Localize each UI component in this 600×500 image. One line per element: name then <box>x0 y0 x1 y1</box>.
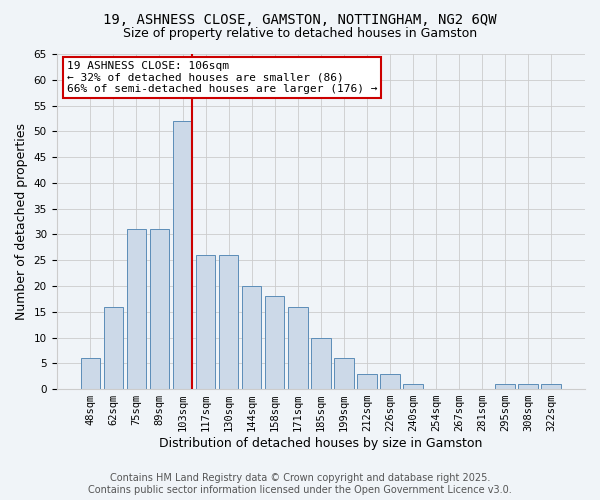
Bar <box>541 384 561 389</box>
Bar <box>288 306 308 389</box>
Text: Size of property relative to detached houses in Gamston: Size of property relative to detached ho… <box>123 26 477 40</box>
Bar <box>403 384 423 389</box>
Bar <box>104 306 123 389</box>
Bar <box>242 286 262 389</box>
Bar <box>518 384 538 389</box>
X-axis label: Distribution of detached houses by size in Gamston: Distribution of detached houses by size … <box>159 437 482 450</box>
Bar <box>357 374 377 389</box>
Bar <box>265 296 284 389</box>
Text: 19 ASHNESS CLOSE: 106sqm
← 32% of detached houses are smaller (86)
66% of semi-d: 19 ASHNESS CLOSE: 106sqm ← 32% of detach… <box>67 60 377 94</box>
Text: 19, ASHNESS CLOSE, GAMSTON, NOTTINGHAM, NG2 6QW: 19, ASHNESS CLOSE, GAMSTON, NOTTINGHAM, … <box>103 12 497 26</box>
Bar <box>311 338 331 389</box>
Bar <box>380 374 400 389</box>
Bar <box>196 255 215 389</box>
Bar <box>496 384 515 389</box>
Bar <box>149 230 169 389</box>
Y-axis label: Number of detached properties: Number of detached properties <box>15 123 28 320</box>
Bar <box>334 358 353 389</box>
Text: Contains HM Land Registry data © Crown copyright and database right 2025.
Contai: Contains HM Land Registry data © Crown c… <box>88 474 512 495</box>
Bar <box>173 121 193 389</box>
Bar <box>80 358 100 389</box>
Bar <box>127 230 146 389</box>
Bar <box>219 255 238 389</box>
